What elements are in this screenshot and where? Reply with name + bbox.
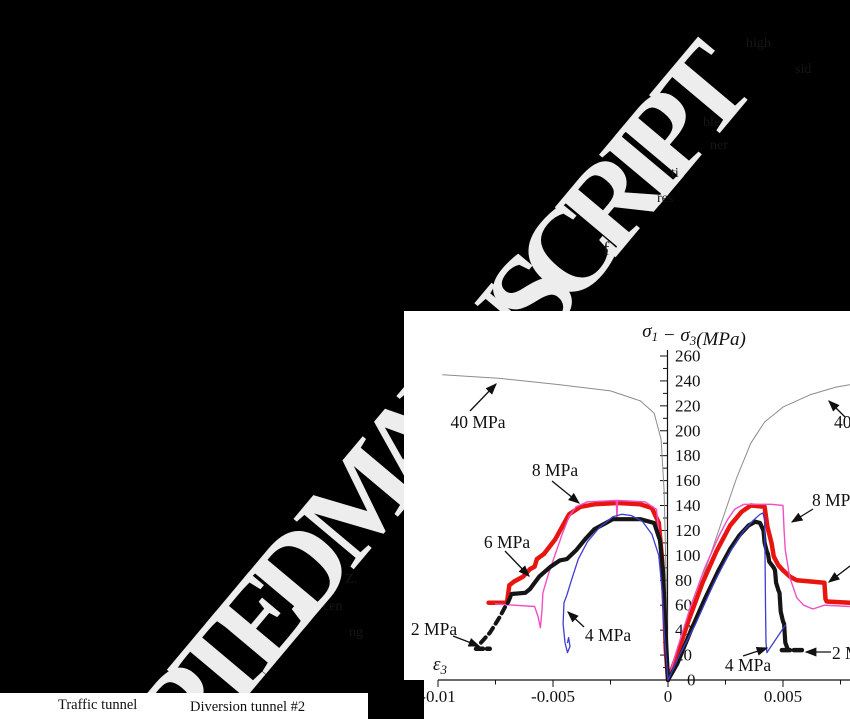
annotation-arrow bbox=[742, 646, 769, 657]
y-tick-label: 220 bbox=[675, 396, 701, 415]
annotation-arrow bbox=[452, 635, 481, 647]
series-40-mpa-e3-branch- bbox=[442, 374, 669, 678]
confinement-label: 6 MPa bbox=[484, 532, 530, 552]
series-8-mpa-simulation-e3- bbox=[494, 499, 669, 681]
stress-strain-chart-panel: 0 20 40 60 80 100 120 140 160 180 200 220 240 260 -0.0… bbox=[404, 311, 850, 719]
annotation-arrows bbox=[452, 383, 850, 657]
y-tick-label: 100 bbox=[675, 546, 701, 565]
annotation-arrow bbox=[567, 611, 585, 628]
annotation-arrow bbox=[551, 480, 581, 504]
text-fragment: high bbox=[746, 36, 771, 51]
next-figure-strip: Traffic tunnel Diversion tunnel #2 bbox=[0, 693, 368, 719]
x-tick-label: -0.005 bbox=[531, 687, 575, 706]
text-fragment: ble bbox=[703, 115, 721, 130]
confinement-label: 8 MPa bbox=[532, 460, 578, 480]
text-fragment: res bbox=[657, 191, 674, 206]
x-tick-labels: -0.01 -0.005 0 0.005 bbox=[420, 687, 802, 706]
series-6-mpa-dashed-tail-e3- bbox=[479, 592, 514, 645]
series bbox=[442, 374, 850, 683]
text-fragment: ng bbox=[349, 625, 363, 640]
y-axis-title: σ1 − σ3(MPa) bbox=[642, 321, 746, 350]
y-tick-label: 60 bbox=[675, 596, 692, 615]
triaxial-stress-strain-chart: 020406080100120140160180200220240260-0.0… bbox=[411, 321, 850, 706]
y-tick-label: 260 bbox=[675, 346, 701, 365]
text-fragment: f bbox=[603, 239, 610, 260]
text-fragment: ti bbox=[671, 166, 679, 181]
y-tick-label: 240 bbox=[675, 371, 701, 390]
confinement-label: 4 MPa bbox=[585, 625, 631, 645]
confinement-label: 40 MPa bbox=[834, 412, 850, 432]
series-6-mpa-e3- bbox=[509, 517, 671, 683]
series-8-mpa-simulation-e1- bbox=[667, 503, 850, 681]
redaction-mask-patch bbox=[368, 680, 424, 719]
y-tick-label: 200 bbox=[675, 421, 701, 440]
series-4-mpa-e3- bbox=[562, 513, 669, 681]
diversion-tunnel-label: Diversion tunnel #2 bbox=[190, 699, 306, 715]
series-40-mpa-e1-branch- bbox=[667, 384, 850, 681]
x-ticks bbox=[437, 680, 841, 687]
x-axis-strain-label: ε3 bbox=[433, 654, 447, 677]
x-tick-label: 0 bbox=[664, 687, 673, 706]
y-tick-label: 0 bbox=[687, 671, 696, 690]
traffic-tunnel-label: Traffic tunnel bbox=[58, 697, 138, 713]
text-fragment: Z. bbox=[345, 572, 358, 587]
x-tick-label: -0.01 bbox=[420, 687, 455, 706]
series-6-mpa-e1- bbox=[665, 519, 790, 683]
y-tick-label: 120 bbox=[675, 521, 701, 540]
confinement-label: 2 MPa bbox=[411, 619, 457, 639]
axes bbox=[438, 350, 850, 681]
annotation-arrow bbox=[469, 383, 497, 412]
x-tick-label: 0.005 bbox=[764, 687, 802, 706]
confinement-label: 40 MPa bbox=[451, 412, 506, 432]
confinement-label: 4 MPa bbox=[725, 655, 771, 675]
annotation-arrow bbox=[790, 508, 814, 523]
annotation-arrow bbox=[504, 550, 530, 577]
confinement-label: 2 MPa bbox=[832, 643, 850, 663]
y-tick-label: 80 bbox=[675, 571, 692, 590]
annotation-arrow bbox=[827, 565, 850, 583]
y-tick-label: 160 bbox=[675, 471, 701, 490]
y-tick-label: 180 bbox=[675, 446, 701, 465]
series-4-mpa-e1- bbox=[667, 512, 786, 681]
annotation-arrow bbox=[828, 400, 846, 418]
text-fragment: cen bbox=[323, 599, 343, 614]
text-fragment: ner bbox=[710, 138, 728, 153]
confinement-label: 8 MPa bbox=[812, 490, 850, 510]
series-8-mpa-experiment-e3- bbox=[486, 500, 671, 683]
annotation-labels: 40 MPa 8 MPa 6 MPa 2 MPa 4 MPa 40 MPa 8 MPa 4 M… bbox=[411, 412, 850, 675]
series-8-mpa-experiment-e1- bbox=[665, 503, 850, 683]
y-tick-label: 140 bbox=[675, 496, 701, 515]
text-fragment: sid bbox=[795, 62, 812, 77]
